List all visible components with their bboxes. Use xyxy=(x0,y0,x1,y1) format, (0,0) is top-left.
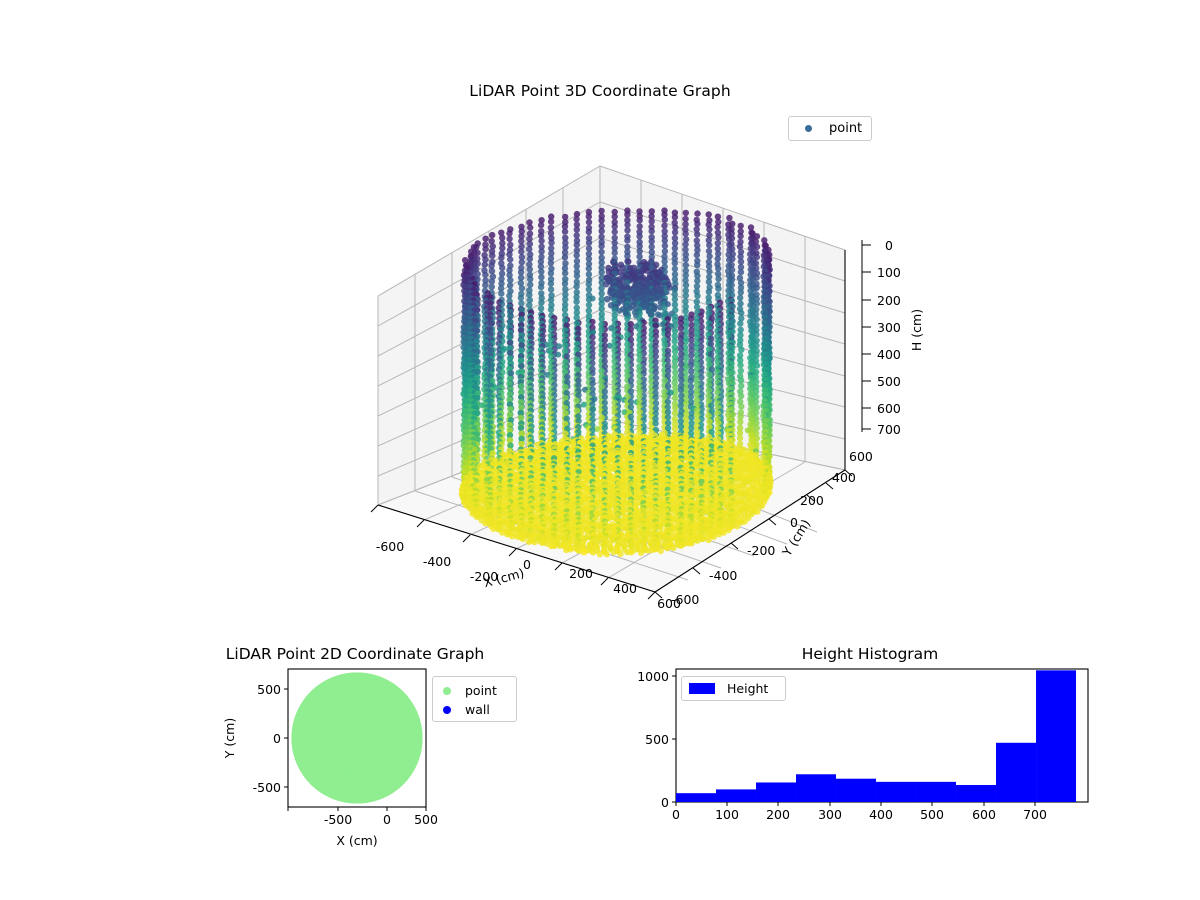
ytick-labels-histogram: 0 500 1000 xyxy=(637,669,669,810)
axes-3d xyxy=(377,165,846,593)
legend-wall-label-2d: wall xyxy=(465,702,490,717)
ytick-labels-3d: -600 -400 -200 0 200 400 600 xyxy=(671,449,873,607)
legend-2d-plot[interactable]: point wall xyxy=(432,676,517,722)
legend-point-marker-icon-2d xyxy=(443,686,451,695)
zlabel-3d: H (cm) xyxy=(909,309,924,351)
xtick-labels-3d: -600 -400 -200 0 200 400 600 xyxy=(376,539,681,611)
legend-wall-marker-icon-2d xyxy=(443,705,451,714)
legend-height-swatch-icon xyxy=(689,683,715,694)
legend-row-point: point xyxy=(433,681,516,700)
legend-height-label: Height xyxy=(727,681,768,696)
xtick-labels-histogram: 0 100 200 300 400 500 600 700 xyxy=(672,807,1047,822)
ytick-labels-2d: -500 0 500 xyxy=(253,682,281,795)
histogram-bars xyxy=(676,670,1077,802)
legend-point-label-2d: point xyxy=(465,683,497,698)
ztick-labels-3d: 0 100 200 300 400 500 600 700 xyxy=(877,238,901,437)
legend-point-marker-icon xyxy=(805,125,812,132)
legend-3d-plot[interactable]: point xyxy=(788,116,872,141)
axes-2d: -500 0 500 -500 0 500 X (cm) Y (cm) xyxy=(222,668,438,848)
title-histogram: Height Histogram xyxy=(640,645,1100,663)
yticks-3d xyxy=(654,469,853,599)
scatter-points-2d xyxy=(291,672,423,804)
scatter-points-3d xyxy=(458,207,774,558)
legend-row-wall: wall xyxy=(433,700,516,719)
title-3d-plot: LiDAR Point 3D Coordinate Graph xyxy=(0,82,1200,100)
legend-histogram[interactable]: Height xyxy=(681,676,786,701)
ylabel-2d: Y (cm) xyxy=(222,718,237,759)
legend-point-label: point xyxy=(829,121,862,136)
xlabel-2d: X (cm) xyxy=(336,833,377,848)
xticks-3d xyxy=(370,504,656,600)
xtick-labels-2d: -500 0 500 xyxy=(324,812,438,827)
ticks-histogram xyxy=(672,675,1036,806)
axis-spines-3d xyxy=(377,250,846,593)
ticks-2d xyxy=(284,688,427,811)
title-2d-plot: LiDAR Point 2D Coordinate Graph xyxy=(200,645,510,663)
zticks-3d xyxy=(861,240,871,432)
